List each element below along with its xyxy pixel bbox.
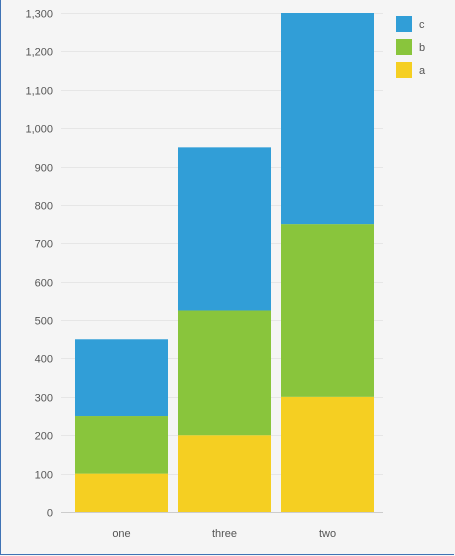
- y-tick-label: 200: [35, 431, 53, 443]
- bar-a-one[interactable]: [75, 473, 168, 512]
- bar-b-three[interactable]: [178, 310, 271, 436]
- legend-label-b[interactable]: b: [419, 42, 425, 54]
- y-tick-label: 600: [35, 278, 53, 290]
- y-tick-label: 800: [35, 201, 53, 213]
- bar-a-three[interactable]: [178, 435, 271, 512]
- legend-swatch-c[interactable]: [396, 16, 412, 32]
- legend-swatch-a[interactable]: [396, 62, 412, 78]
- legend-label-a[interactable]: a: [419, 65, 426, 77]
- bar-a-two[interactable]: [281, 396, 374, 512]
- y-tick-label: 100: [35, 470, 53, 482]
- bar-c-three[interactable]: [178, 147, 271, 311]
- bar-c-two[interactable]: [281, 13, 374, 225]
- y-tick-label: 700: [35, 239, 53, 251]
- y-tick-label: 1,300: [25, 9, 53, 21]
- y-tick-label: 500: [35, 316, 53, 328]
- x-tick-label: two: [319, 528, 336, 540]
- y-tick-label: 400: [35, 354, 53, 366]
- x-tick-label: three: [212, 528, 237, 540]
- y-tick-label: 1,200: [25, 47, 53, 59]
- legend: cba: [396, 16, 426, 78]
- y-tick-label: 1,100: [25, 86, 53, 98]
- legend-label-c[interactable]: c: [419, 19, 425, 31]
- x-tick-label: one: [112, 528, 130, 540]
- bars: [75, 13, 374, 512]
- bar-b-two[interactable]: [281, 224, 374, 397]
- y-tick-label: 900: [35, 163, 53, 175]
- y-tick-label: 0: [47, 508, 53, 520]
- bar-b-one[interactable]: [75, 416, 168, 474]
- y-tick-label: 1,000: [25, 124, 53, 136]
- y-tick-label: 300: [35, 393, 53, 405]
- bar-c-one[interactable]: [75, 339, 168, 417]
- legend-swatch-b[interactable]: [396, 39, 412, 55]
- y-axis: 0 100 200 300 400 500 600 700 800 900 1,000 1,100 1,…: [25, 9, 53, 520]
- x-axis: one three two: [112, 528, 336, 540]
